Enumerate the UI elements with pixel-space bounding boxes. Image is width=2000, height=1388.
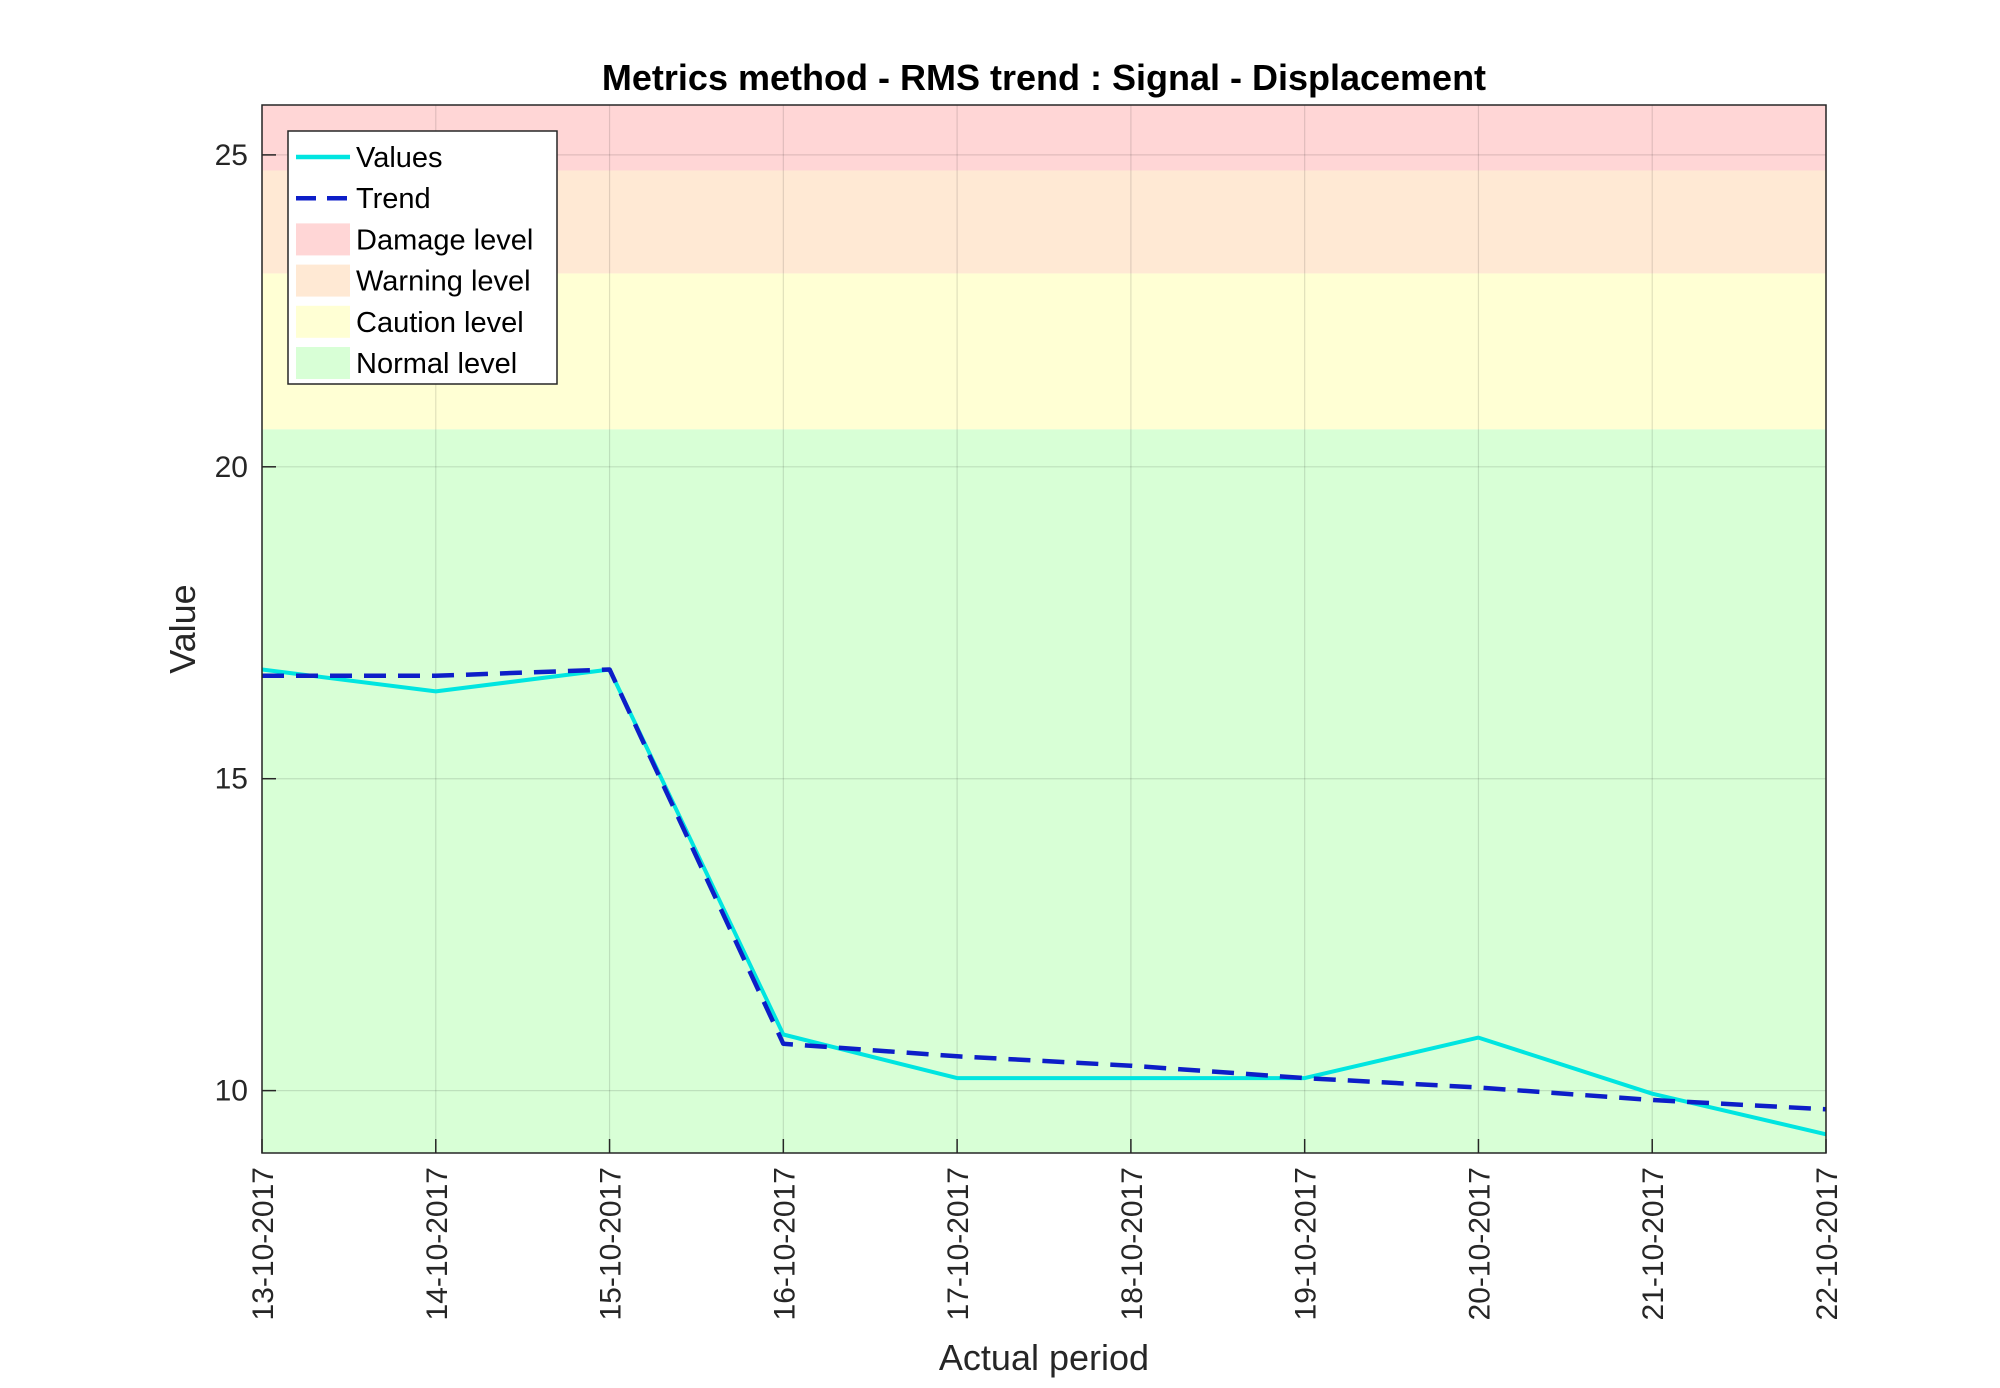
y-axis-ticks: 10 15 20 25 [215,139,276,1108]
legend-label-trend: Trend [356,183,431,215]
y-tick-label: 20 [215,451,248,484]
y-tick-label: 25 [215,139,248,172]
level-bands [262,105,1826,1153]
series-line-values [261,667,1827,1137]
legend-box [287,130,558,385]
x-tick-label: 21-10-2017 [1637,1167,1670,1320]
x-tick-label: 16-10-2017 [768,1167,801,1320]
x-tick-label: 14-10-2017 [421,1167,454,1320]
x-tick-label: 18-10-2017 [1116,1167,1149,1320]
y-tick-label: 15 [215,763,248,796]
series-line-trend [262,667,1827,1112]
plot-frame [261,104,1827,1154]
x-tick-label: 15-10-2017 [595,1167,628,1320]
x-tick-label: 17-10-2017 [942,1167,975,1320]
x-tick-label: 22-10-2017 [1811,1167,1844,1320]
legend-label-values: Values [356,142,443,174]
legend: Values Trend Damage level Warning level Caut… [287,130,558,385]
y-axis-label: Value [162,584,203,673]
series-lines [261,667,1827,1137]
legend-label-normal-level: Normal level [356,348,517,380]
x-axis-ticks: 13-10-2017 14-10-2017 15-10-2017 16-10-2017… [247,1139,1844,1320]
level-band-normal-level [262,429,1826,1153]
legend-swatch-damage-level [296,223,350,256]
x-axis-label: Actual period [939,1337,1149,1378]
x-tick-label: 20-10-2017 [1463,1167,1496,1320]
legend-swatch-caution-level [296,305,350,338]
y-tick-label: 10 [215,1075,248,1108]
legend-label-caution-level: Caution level [356,307,524,339]
x-tick-label: 13-10-2017 [247,1167,280,1320]
legend-swatch-warning-level [296,264,350,297]
legend-label-damage-level: Damage level [356,224,533,256]
legend-swatch-normal-level [296,347,350,379]
chart-title: Metrics method - RMS trend : Signal - Di… [602,57,1486,98]
legend-label-warning-level: Warning level [356,266,531,298]
x-tick-label: 19-10-2017 [1290,1167,1323,1320]
